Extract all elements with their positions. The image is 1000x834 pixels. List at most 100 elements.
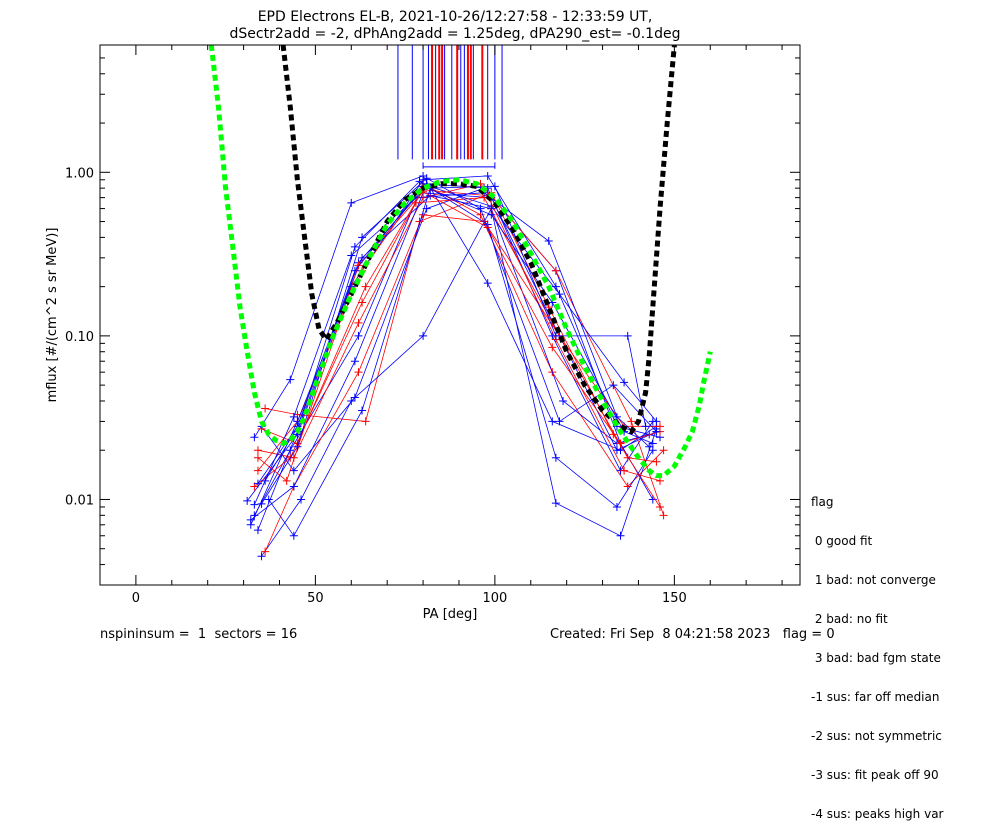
x-tick-label: 100 <box>482 591 507 606</box>
flag-legend: flag 0 good fit 1 bad: not converge 2 ba… <box>811 470 996 834</box>
series-line <box>264 214 660 552</box>
data-point <box>354 368 363 377</box>
legend-item: -3 sus: fit peak off 90 <box>811 768 939 782</box>
series-line <box>257 191 661 482</box>
data-point <box>243 496 252 505</box>
data-point <box>620 466 629 475</box>
data-point <box>623 453 632 462</box>
data-point <box>609 381 618 390</box>
data-point <box>289 466 298 475</box>
legend-title: flag <box>811 495 834 509</box>
plot-frame <box>99 44 801 586</box>
green-fit-curve <box>208 44 713 479</box>
data-point <box>257 499 266 508</box>
data-point <box>555 290 564 299</box>
series-line <box>261 189 661 482</box>
data-point <box>659 446 668 455</box>
footer-spin-info: nspininsum = 1 sectors = 16 <box>100 627 298 642</box>
data-point <box>616 531 625 540</box>
black-fit-curve <box>280 44 677 435</box>
data-point <box>253 526 262 535</box>
y-axis-label: mflux [#/(cm^2 s sr MeV)] <box>45 228 60 403</box>
data-point <box>659 511 668 520</box>
legend-item: 0 good fit <box>811 534 873 548</box>
series-line <box>254 192 650 505</box>
legend-item: 3 bad: bad fgm state <box>811 651 941 665</box>
data-point <box>551 266 560 275</box>
data-point <box>358 233 367 242</box>
data-point <box>419 331 428 340</box>
series-line <box>261 207 657 557</box>
data-point <box>289 482 298 491</box>
data-point <box>551 331 560 340</box>
data-point <box>612 502 621 511</box>
data-point <box>350 242 359 251</box>
data-point <box>483 279 492 288</box>
data-point <box>358 298 367 307</box>
data-point <box>361 282 370 291</box>
y-tick-label: 1.00 <box>65 166 94 181</box>
data-point <box>648 446 657 455</box>
data-point <box>548 343 557 352</box>
data-point <box>645 442 654 451</box>
data-point <box>297 495 306 504</box>
data-point <box>347 396 356 405</box>
x-tick-label: 0 <box>132 591 140 606</box>
data-point <box>623 331 632 340</box>
data-point <box>253 479 262 488</box>
data-point <box>282 476 291 485</box>
data-point <box>347 198 356 207</box>
flux-chart: EPD Electrons EL-B, 2021-10-26/12:27:58 … <box>45 9 801 622</box>
data-point <box>544 237 553 246</box>
data-point <box>253 453 262 462</box>
data-point <box>253 446 262 455</box>
data-point <box>354 318 363 327</box>
data-point <box>620 378 629 387</box>
fit-curves <box>208 44 713 479</box>
legend-item: -2 sus: not symmetric <box>811 729 942 743</box>
legend-item: 2 bad: no fit <box>811 612 888 626</box>
data-point <box>559 396 568 405</box>
data-point <box>261 547 270 556</box>
series-line <box>254 192 657 516</box>
series-line <box>250 183 654 521</box>
data-point <box>641 422 650 431</box>
data-point <box>483 171 492 180</box>
data-point <box>616 439 625 448</box>
data-point <box>551 453 560 462</box>
data-point <box>476 204 485 213</box>
axes: 0 50 100 150 0.01 0.10 1.00 <box>65 44 800 606</box>
data-point <box>253 466 262 475</box>
data-point <box>264 495 273 504</box>
x-tick-label: 150 <box>662 591 687 606</box>
data-point <box>490 182 499 191</box>
data-point <box>246 515 255 524</box>
data-point <box>652 457 661 466</box>
data-point <box>286 375 295 384</box>
data-point <box>648 439 657 448</box>
data-point <box>415 177 424 186</box>
data-point <box>627 417 636 426</box>
data-point <box>551 499 560 508</box>
data-point <box>250 500 259 509</box>
data-point <box>354 261 363 270</box>
y-tick-label: 0.10 <box>65 330 94 345</box>
chart-subtitle: dSectr2add = -2, dPhAng2add = 1.25deg, d… <box>230 26 681 42</box>
data-point <box>289 412 298 421</box>
data-point <box>350 266 359 275</box>
data-point <box>361 417 370 426</box>
data-point <box>261 404 270 413</box>
data-point <box>354 331 363 340</box>
data-point <box>548 417 557 426</box>
data-point <box>350 357 359 366</box>
data-point <box>347 251 356 260</box>
legend-item: 1 bad: not converge <box>811 573 936 587</box>
data-point <box>652 427 661 436</box>
x-tick-label: 50 <box>307 591 324 606</box>
pitch-angle-markers <box>397 45 503 169</box>
x-axis-label: PA [deg] <box>423 607 478 622</box>
data-point <box>289 531 298 540</box>
data-point <box>257 552 266 561</box>
data-point <box>652 417 661 426</box>
data-point <box>487 210 496 219</box>
